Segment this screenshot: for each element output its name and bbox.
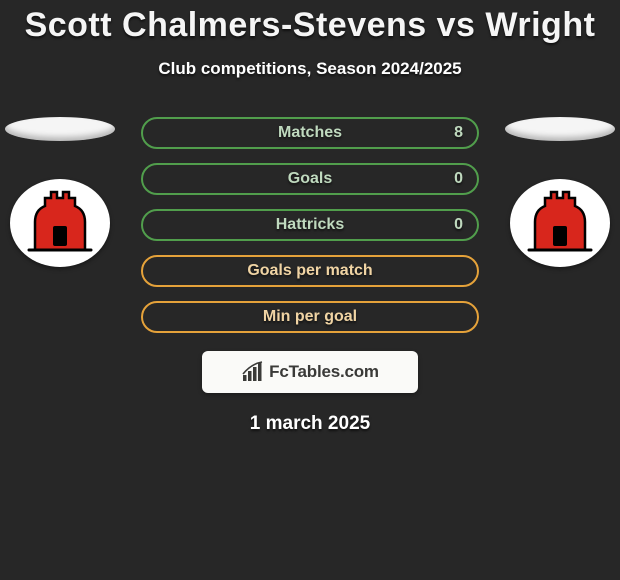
player-left-placeholder <box>5 117 115 141</box>
page-title: Scott Chalmers-Stevens vs Wright <box>0 0 620 45</box>
footer-date: 1 march 2025 <box>0 413 620 435</box>
stat-row-hattricks: Hattricks 0 <box>141 209 479 241</box>
page-subtitle: Club competitions, Season 2024/2025 <box>0 59 620 79</box>
tower-icon <box>21 188 99 258</box>
stat-label: Goals <box>288 170 332 188</box>
comparison-body: Matches 8 Goals 0 Hattricks 0 Goals per match M… <box>0 117 620 333</box>
stat-value-right: 8 <box>454 124 463 142</box>
bars-icon <box>241 361 265 383</box>
club-logo-right <box>510 179 610 267</box>
player-left-column <box>0 117 120 267</box>
club-logo-left <box>10 179 110 267</box>
stat-row-matches: Matches 8 <box>141 117 479 149</box>
branding-box: FcTables.com <box>202 351 418 393</box>
branding-text: FcTables.com <box>269 362 379 382</box>
stat-row-min_per_goal: Min per goal <box>141 301 479 333</box>
stat-label: Matches <box>278 124 342 142</box>
player-right-placeholder <box>505 117 615 141</box>
player-right-column <box>500 117 620 267</box>
tower-icon <box>521 188 599 258</box>
stat-row-goals_per_match: Goals per match <box>141 255 479 287</box>
stat-row-goals: Goals 0 <box>141 163 479 195</box>
stat-value-right: 0 <box>454 216 463 234</box>
stat-label: Goals per match <box>247 262 372 280</box>
stat-value-right: 0 <box>454 170 463 188</box>
stats-list: Matches 8 Goals 0 Hattricks 0 Goals per match M… <box>141 117 479 333</box>
stat-label: Hattricks <box>276 216 344 234</box>
stat-label: Min per goal <box>263 308 357 326</box>
